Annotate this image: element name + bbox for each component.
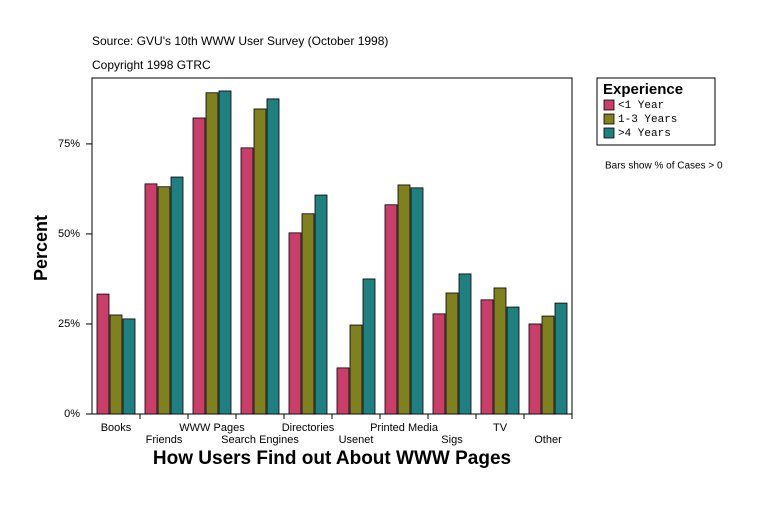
y-tick-label: 0% [64,408,80,420]
legend-swatch [603,127,615,139]
bar [240,147,254,415]
bar [410,187,424,415]
x-tick-label: Directories [282,422,335,434]
x-tick-label: Books [101,422,132,434]
legend-swatch [603,113,615,125]
x-tick-label: Printed Media [370,422,439,434]
bar [205,92,219,415]
bar [493,287,507,415]
x-tick-label: WWW Pages [179,422,245,434]
bar [122,318,136,415]
bar [109,314,123,415]
bar [397,184,411,415]
x-axis-label: How Users Find out About WWW Pages [153,448,511,469]
bar [314,194,328,415]
legend-box [596,77,716,146]
bar [445,292,459,415]
bar [349,324,363,415]
x-tick-label: Other [534,434,562,446]
bar [301,213,315,415]
y-tick-label: 25% [58,318,80,330]
bar [288,232,302,415]
bar [266,98,280,415]
legend-title: Experience [603,81,683,98]
annotation: Bars show % of Cases > 0 [605,161,723,172]
bar [157,186,171,415]
y-axis-label: Percent [31,215,51,281]
x-tick-label: Usenet [339,434,374,446]
bar [528,323,542,415]
legend-swatch [603,99,615,111]
bar [480,299,494,415]
y-tick-label: 75% [58,138,80,150]
legend-label: 1-3 Years [618,114,677,126]
x-tick-label: Search Engines [221,434,299,446]
bar [96,293,110,415]
bar [384,204,398,415]
x-tick-label: Sigs [441,434,463,446]
bar [458,273,472,415]
bar [218,90,232,415]
bar [336,367,350,415]
x-tick-label: Friends [146,434,183,446]
x-tick-label: TV [493,422,508,434]
legend-label: <1 Year [618,100,664,112]
legend-label: >4 Years [618,128,671,140]
bar [253,108,267,415]
chart-subtitle: Copyright 1998 GTRC [92,58,211,72]
bar [362,278,376,415]
bar [144,183,158,415]
bar [541,315,555,415]
bar [432,313,446,415]
bar [170,176,184,415]
chart-title: Source: GVU's 10th WWW User Survey (Octo… [92,34,388,48]
bar [554,302,568,415]
bar [192,117,206,415]
bar [506,306,520,415]
y-tick-label: 50% [58,228,80,240]
